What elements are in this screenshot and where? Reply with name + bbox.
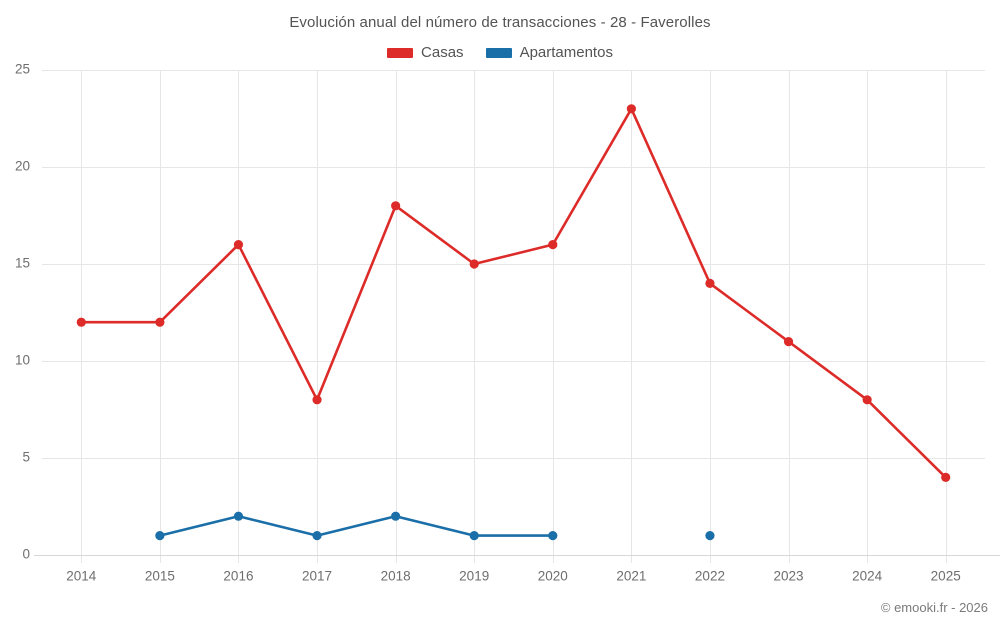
x-tick-label: 2017 <box>302 569 332 584</box>
data-point[interactable] <box>233 240 244 250</box>
data-point[interactable] <box>705 278 715 288</box>
legend-item-apartamentos[interactable]: Apartamentos <box>485 44 613 61</box>
x-tick-label: 2019 <box>459 569 489 584</box>
y-axis-tick-labels: 0 5 10 15 20 25 <box>15 62 30 562</box>
x-tick-label: 2025 <box>931 569 961 584</box>
x-axis-tick-labels: 2014 2015 2016 2017 2018 2019 2020 2021 2022 2023… <box>66 569 960 584</box>
x-tick-label: 2018 <box>381 569 411 584</box>
series-apartamentos <box>155 511 715 541</box>
series-casas <box>76 104 951 482</box>
data-point[interactable] <box>862 395 872 405</box>
legend-label-apartamentos: Apartamentos <box>519 44 613 61</box>
data-point[interactable] <box>548 531 558 541</box>
series-line <box>158 514 555 537</box>
data-point[interactable] <box>312 395 322 405</box>
y-tick-label: 25 <box>15 62 30 77</box>
chart-legend: Casas Apartamentos <box>0 44 1000 61</box>
y-tick-label: 5 <box>22 450 30 465</box>
data-point[interactable] <box>233 511 244 521</box>
data-point[interactable] <box>312 531 322 541</box>
data-point[interactable] <box>626 104 636 114</box>
data-point[interactable] <box>469 259 479 269</box>
data-series <box>76 104 951 541</box>
x-tick-label: 2024 <box>852 569 883 584</box>
gridlines <box>42 70 985 563</box>
x-tick-label: 2015 <box>145 569 175 584</box>
y-tick-label: 0 <box>22 547 30 562</box>
x-tick-label: 2023 <box>774 569 804 584</box>
data-point[interactable] <box>391 201 401 211</box>
x-tick-label: 2022 <box>695 569 725 584</box>
data-point[interactable] <box>469 531 479 541</box>
data-point[interactable] <box>391 511 401 521</box>
data-point[interactable] <box>783 337 794 347</box>
copyright-credit: © emooki.fr - 2026 <box>880 600 988 615</box>
data-point[interactable] <box>548 240 558 250</box>
data-point[interactable] <box>705 531 715 541</box>
data-point[interactable] <box>941 472 951 482</box>
legend-item-casas[interactable]: Casas <box>387 44 464 61</box>
chart-title: Evolución anual del número de transaccio… <box>289 14 711 31</box>
x-tick-label: 2021 <box>616 569 646 584</box>
y-tick-label: 15 <box>15 256 30 271</box>
legend-swatch-casas <box>387 47 414 58</box>
y-tick-label: 20 <box>15 159 30 174</box>
y-tick-label: 10 <box>15 353 30 368</box>
data-point[interactable] <box>76 317 86 327</box>
data-point[interactable] <box>155 531 165 541</box>
legend-label-casas: Casas <box>421 44 464 61</box>
x-tick-label: 2014 <box>66 569 97 584</box>
data-point[interactable] <box>155 317 165 327</box>
x-tick-label: 2020 <box>538 569 568 584</box>
series-line <box>79 107 948 479</box>
legend-swatch-apartamentos <box>485 47 512 58</box>
x-tick-label: 2016 <box>223 569 253 584</box>
